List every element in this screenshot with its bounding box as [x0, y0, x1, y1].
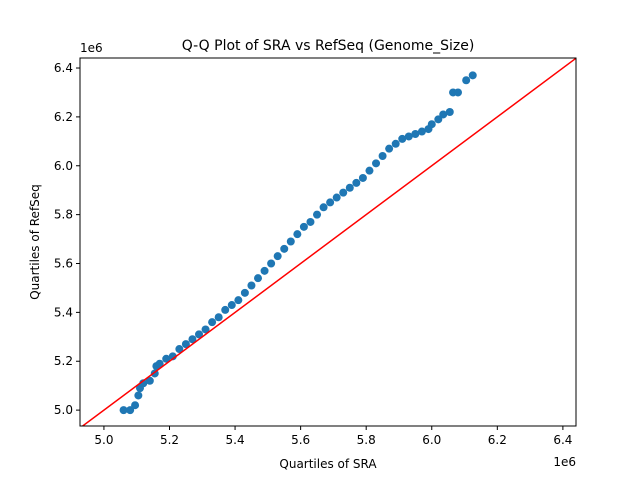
chart-title: Q-Q Plot of SRA vs RefSeq (Genome_Size) [182, 38, 475, 54]
point [131, 401, 140, 410]
point [188, 335, 197, 344]
x-axis-label: Quartiles of SRA [279, 457, 377, 471]
point [345, 183, 354, 192]
point [273, 252, 282, 261]
point [201, 325, 210, 334]
y-tick-label: 5.6 [54, 257, 73, 271]
point [299, 222, 308, 231]
point [234, 296, 243, 305]
point [267, 259, 276, 268]
point [195, 330, 204, 339]
y-tick-label: 6.0 [54, 159, 73, 173]
point [427, 120, 436, 129]
point [468, 71, 477, 80]
point [365, 166, 374, 175]
point [280, 244, 289, 253]
x-tick-label: 5.4 [226, 433, 245, 447]
point [398, 134, 407, 143]
point [134, 391, 143, 400]
point [254, 274, 263, 283]
point [181, 340, 190, 349]
point [339, 188, 348, 197]
point [208, 318, 217, 327]
point [145, 376, 154, 385]
point [214, 313, 223, 322]
point [352, 178, 361, 187]
x-tick-label: 5.0 [94, 433, 113, 447]
point [221, 305, 230, 314]
point [162, 354, 171, 363]
axes-frame [79, 57, 577, 427]
y-tick-label: 5.4 [54, 305, 73, 319]
point [155, 359, 164, 368]
x-tick-label: 6.2 [488, 433, 507, 447]
y-tick-label: 5.2 [54, 354, 73, 368]
y-tick-label: 6.2 [54, 110, 73, 124]
point [326, 198, 335, 207]
point [306, 217, 315, 226]
point [378, 151, 387, 160]
point [286, 237, 295, 246]
point [434, 115, 443, 124]
point [139, 379, 148, 388]
point [175, 345, 184, 354]
point [404, 132, 413, 141]
x-tick-label: 5.2 [160, 433, 179, 447]
point [332, 193, 341, 202]
point [453, 88, 462, 97]
point [247, 281, 256, 290]
point [417, 127, 426, 136]
x-tick-label: 6.4 [553, 433, 572, 447]
point [126, 406, 135, 415]
y-tick-label: 5.8 [54, 208, 73, 222]
point [391, 139, 400, 148]
point [358, 173, 367, 182]
x-offset-label: 1e6 [553, 455, 576, 469]
x-tick-label: 5.6 [291, 433, 310, 447]
point [240, 288, 249, 297]
point [227, 301, 236, 310]
y-axis-label: Quartiles of RefSeq [28, 184, 42, 300]
point [119, 406, 128, 415]
point [319, 203, 328, 212]
y-tick-label: 5.0 [54, 403, 73, 417]
point [385, 144, 394, 153]
point [462, 76, 471, 85]
point [411, 129, 420, 138]
reference-line [81, 58, 576, 426]
x-tick-label: 5.8 [357, 433, 376, 447]
point [168, 352, 177, 361]
x-tick-label: 6.0 [422, 433, 441, 447]
point [445, 108, 454, 117]
point [260, 266, 269, 275]
point [372, 159, 381, 168]
y-offset-label: 1e6 [80, 41, 103, 55]
y-tick-label: 6.4 [54, 61, 73, 75]
point [313, 210, 322, 219]
point [293, 230, 302, 239]
point [439, 110, 448, 119]
